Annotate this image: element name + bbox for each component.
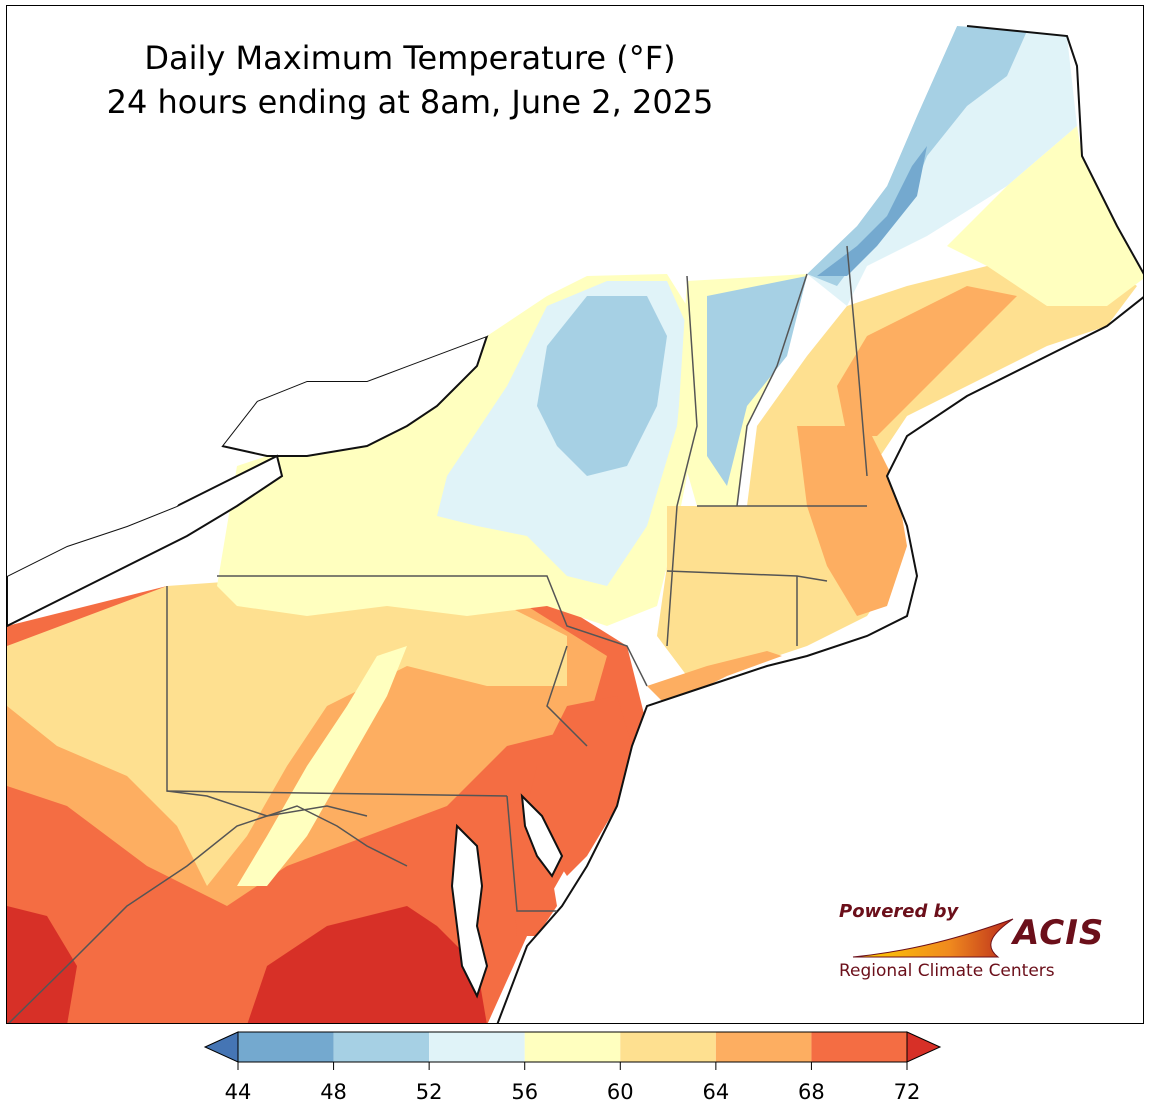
legend-above-arrow <box>906 1031 942 1063</box>
swoosh-icon <box>852 918 1014 958</box>
zone-nj <box>527 696 632 876</box>
zone-maine-coast <box>837 286 1017 436</box>
legend-tick-label: 72 <box>893 1080 921 1104</box>
atlantic-ocean <box>496 296 1143 1023</box>
zone-48-52-adirondacks <box>537 296 667 476</box>
logo-powered-by: Powered by <box>839 901 959 922</box>
zone-vermont-cool <box>707 276 807 486</box>
chesapeake-bay <box>450 823 489 999</box>
border-wv-md <box>166 790 368 817</box>
color-legend: 44 48 52 56 60 64 68 72 <box>200 1028 945 1108</box>
legend-below-arrow <box>203 1031 239 1063</box>
legend-tick-label: 68 <box>798 1080 825 1104</box>
zone-ridge <box>237 646 407 886</box>
delaware-bay <box>520 793 564 878</box>
legend-tick-label: 52 <box>415 1080 443 1104</box>
temperature-map <box>7 6 1143 1023</box>
border-vt-nh <box>736 273 808 507</box>
legend-bin <box>238 1032 334 1062</box>
legend-tick-label: 56 <box>511 1080 539 1104</box>
state-borders <box>7 245 868 1023</box>
acis-logo: Powered by ACIS Regional Climate Centers <box>833 901 1113 986</box>
zone-long-island <box>647 651 782 706</box>
temperature-zones <box>7 26 1143 1023</box>
canada-region <box>7 6 967 576</box>
border-md-de <box>506 795 557 912</box>
legend-bin <box>524 1032 621 1062</box>
zone-maine-cold <box>807 26 1027 286</box>
logo-subtitle: Regional Climate Centers <box>839 961 1055 981</box>
legend-tick-label: 48 <box>320 1080 347 1104</box>
zone-72-plus-west <box>7 906 77 1023</box>
border-nj <box>546 645 588 747</box>
legend-tick-label: 60 <box>606 1080 634 1104</box>
map-frame: Daily Maximum Temperature (°F) 24 hours … <box>6 5 1144 1024</box>
legend-bin <box>429 1032 525 1062</box>
zone-maine-east <box>947 126 1143 306</box>
legend-colorbar <box>203 1031 942 1070</box>
border-vt-ny <box>666 275 698 647</box>
legend-bin <box>715 1032 812 1062</box>
border-nh-me <box>846 245 868 477</box>
zone-maine-coldest <box>817 146 927 276</box>
zone-60-64-south <box>7 576 567 886</box>
legend-bin <box>333 1032 430 1062</box>
border-ny-pa <box>217 575 648 687</box>
legend-outline <box>237 1031 908 1063</box>
legend-tick-label: 64 <box>702 1080 730 1104</box>
zone-72-plus <box>247 906 487 1023</box>
map-subtitle: 24 hours ending at 8am, June 2, 2025 <box>106 83 714 121</box>
zone-delmarva <box>507 796 557 936</box>
logo-acis-text: ACIS <box>1013 913 1105 953</box>
coastline <box>966 25 1143 275</box>
legend-bin <box>811 1032 907 1062</box>
map-title: Daily Maximum Temperature (°F) <box>144 39 676 77</box>
border-wv-va <box>7 805 408 1023</box>
legend-tick-label: 44 <box>224 1080 252 1104</box>
new-brunswick-region <box>1067 6 1143 273</box>
zone-coastal-ma <box>797 426 907 616</box>
legend-bin <box>620 1032 716 1062</box>
